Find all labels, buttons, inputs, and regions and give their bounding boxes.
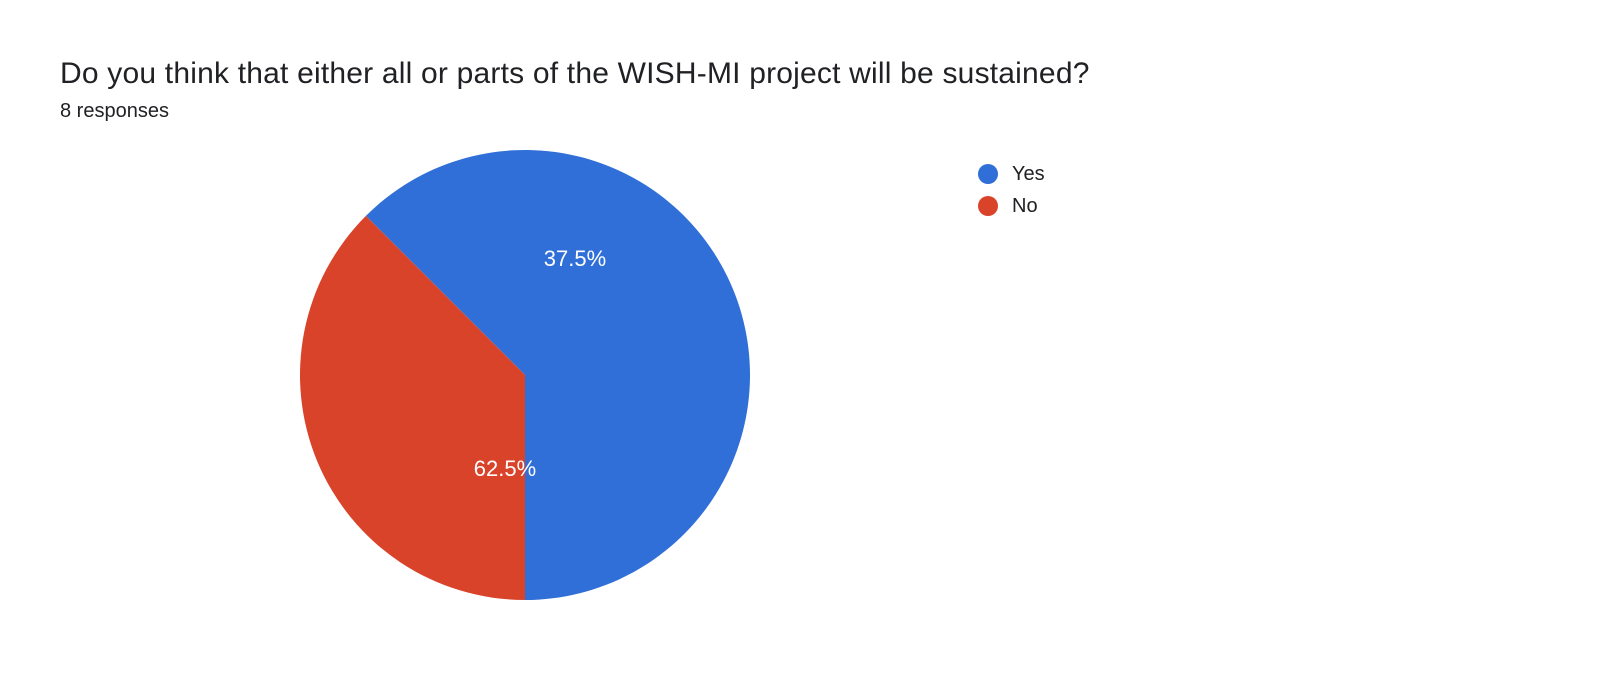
legend-swatch-no xyxy=(978,196,998,216)
legend-item-no: No xyxy=(978,190,1045,222)
legend-label-no: No xyxy=(1012,195,1038,218)
slice-label-yes: 62.5% xyxy=(474,456,536,481)
question-title: Do you think that either all or parts of… xyxy=(60,56,1090,92)
legend-item-yes: Yes xyxy=(978,158,1045,190)
chart-card: Do you think that either all or parts of… xyxy=(0,0,1600,673)
legend: Yes No xyxy=(978,158,1045,222)
pie-svg: 62.5% 37.5% xyxy=(300,150,750,600)
pie-chart: 62.5% 37.5% xyxy=(300,150,750,600)
response-count: 8 responses xyxy=(60,100,169,123)
legend-label-yes: Yes xyxy=(1012,163,1045,186)
slice-label-no: 37.5% xyxy=(544,246,606,271)
legend-swatch-yes xyxy=(978,164,998,184)
